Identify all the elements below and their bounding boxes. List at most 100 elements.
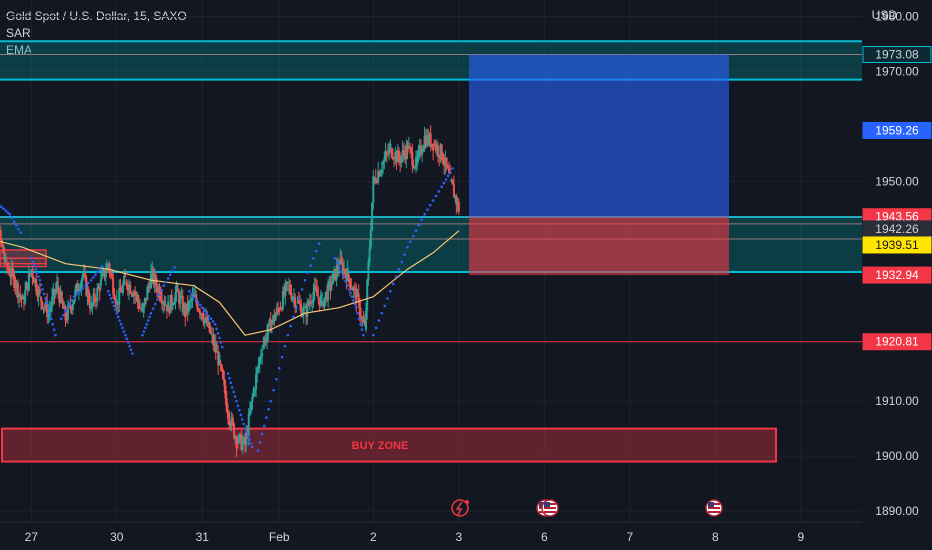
sar-dot — [403, 253, 406, 256]
indicator-sar[interactable]: SAR — [6, 26, 31, 40]
candle — [52, 289, 55, 297]
candle — [92, 293, 95, 304]
candle — [5, 263, 8, 267]
sar-dot — [109, 297, 113, 300]
flash-icon[interactable] — [451, 499, 469, 517]
sar-dot — [277, 366, 281, 370]
candle — [118, 287, 121, 305]
candle — [413, 167, 416, 169]
candle — [58, 291, 61, 303]
candle — [113, 293, 116, 300]
candle — [452, 184, 455, 198]
mini-zone — [0, 257, 47, 268]
candles — [0, 125, 460, 458]
candle — [386, 152, 389, 154]
candle — [274, 314, 277, 321]
candle — [140, 307, 143, 311]
price-tick-label: 1980.00 — [875, 9, 919, 23]
candle — [277, 308, 280, 310]
flag-stripe — [544, 507, 556, 509]
sar-dot — [45, 301, 49, 305]
sar-dot — [126, 341, 130, 344]
candle — [162, 302, 165, 305]
candle — [69, 303, 72, 308]
candle — [170, 294, 173, 306]
candle — [187, 301, 190, 312]
candle — [156, 285, 159, 292]
candle — [158, 287, 161, 298]
candle — [36, 291, 39, 297]
us-flag-icon[interactable] — [541, 499, 559, 517]
currency-label: USD — [871, 8, 897, 22]
candle — [418, 145, 421, 150]
candle — [43, 307, 46, 309]
candle — [421, 151, 424, 155]
candle — [246, 432, 249, 437]
candle — [443, 163, 446, 166]
candle — [402, 150, 405, 154]
sar-dot — [207, 314, 211, 318]
sar-segment — [59, 265, 104, 320]
sar-dot — [409, 240, 412, 244]
candle — [98, 287, 101, 292]
sar-dot — [406, 245, 409, 249]
candle — [22, 302, 25, 304]
candle — [201, 313, 204, 319]
candle — [215, 351, 218, 353]
sar-dot — [397, 267, 401, 271]
candle — [79, 288, 82, 291]
candle — [440, 144, 443, 160]
candle — [317, 295, 320, 299]
sar-dot — [47, 306, 50, 310]
sar-dot — [51, 322, 54, 326]
candle — [349, 278, 352, 288]
sar-dot — [354, 306, 358, 310]
candle — [419, 145, 422, 155]
candle — [404, 153, 407, 160]
sar-dot — [245, 430, 248, 434]
candle — [153, 275, 156, 284]
candle — [143, 297, 146, 304]
sar-dot — [292, 315, 295, 319]
candle — [165, 304, 168, 312]
sar-dot — [54, 333, 57, 337]
sar-dot — [394, 275, 398, 278]
candle — [371, 202, 374, 230]
sar-dot — [411, 234, 415, 238]
price-label-box — [862, 236, 932, 254]
candle — [290, 292, 293, 300]
sar-dot — [124, 333, 127, 337]
candle — [57, 285, 60, 292]
us-flag-icon[interactable] — [705, 499, 723, 517]
sar-dot — [442, 181, 446, 185]
price-label: 1942.26 — [875, 222, 919, 236]
price-label-box — [862, 121, 932, 139]
sar-dot — [59, 317, 63, 320]
candle — [273, 315, 276, 321]
sar-dot — [426, 208, 429, 212]
candle — [361, 318, 364, 320]
candle — [169, 294, 172, 314]
candle — [395, 151, 398, 163]
candle — [297, 301, 300, 303]
candle — [107, 264, 110, 266]
candle — [362, 318, 365, 323]
candle — [151, 269, 154, 275]
sar-dot — [17, 227, 20, 231]
indicator-ema[interactable]: EMA — [6, 42, 187, 59]
candle — [59, 291, 62, 303]
sar-dot — [232, 390, 235, 394]
candle — [209, 332, 212, 334]
candle — [44, 301, 47, 308]
price-label: 1943.56 — [875, 210, 919, 224]
sar-dot — [448, 170, 452, 174]
sar-dot — [211, 320, 215, 323]
sar-dot — [239, 413, 243, 417]
candle — [270, 322, 273, 325]
sar-dot — [349, 291, 352, 295]
candle — [164, 304, 167, 306]
candle — [366, 280, 369, 311]
candle — [73, 299, 76, 304]
candle — [329, 281, 332, 290]
